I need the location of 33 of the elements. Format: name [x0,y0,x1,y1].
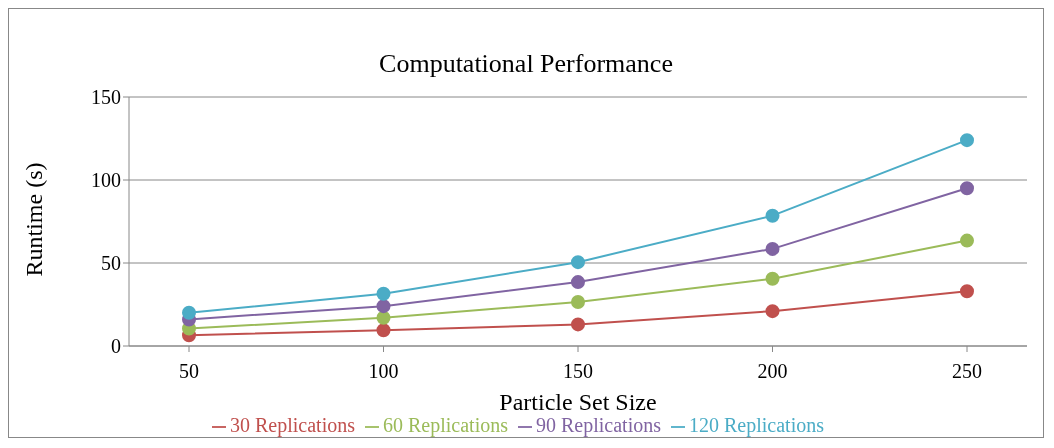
y-tick-label: 0 [111,335,121,358]
x-tick-label: 200 [757,360,788,383]
point [376,323,391,338]
x-tick-label: 50 [179,360,199,383]
x-tick-label: 100 [368,360,399,383]
point [376,286,391,301]
point [571,275,585,290]
point [182,305,196,320]
point [376,299,391,314]
y-axis-title: Runtime (s) [20,162,47,277]
point [960,181,974,196]
legend-label: 30 Replications [230,414,356,436]
x-tick-label: 250 [952,360,982,383]
legend-label: 60 Replications [383,414,508,436]
point [765,208,780,223]
point [765,304,780,319]
point [765,271,780,286]
legend-label: 120 Replications [688,414,824,436]
point [571,255,585,270]
point [960,133,974,148]
point [571,317,585,332]
legend-label: 90 Replications [536,414,661,436]
y-tick-label: 50 [101,252,121,275]
y-tick-label: 100 [91,169,121,192]
point [765,241,780,256]
point [960,233,974,248]
x-axis-title: Particle Set Size [499,389,657,415]
point [571,295,585,310]
chart-title: Computational Performance [379,49,673,78]
point [376,310,391,325]
point [960,284,974,299]
x-tick-label: 150 [563,360,593,383]
y-tick-label: 150 [91,86,121,109]
